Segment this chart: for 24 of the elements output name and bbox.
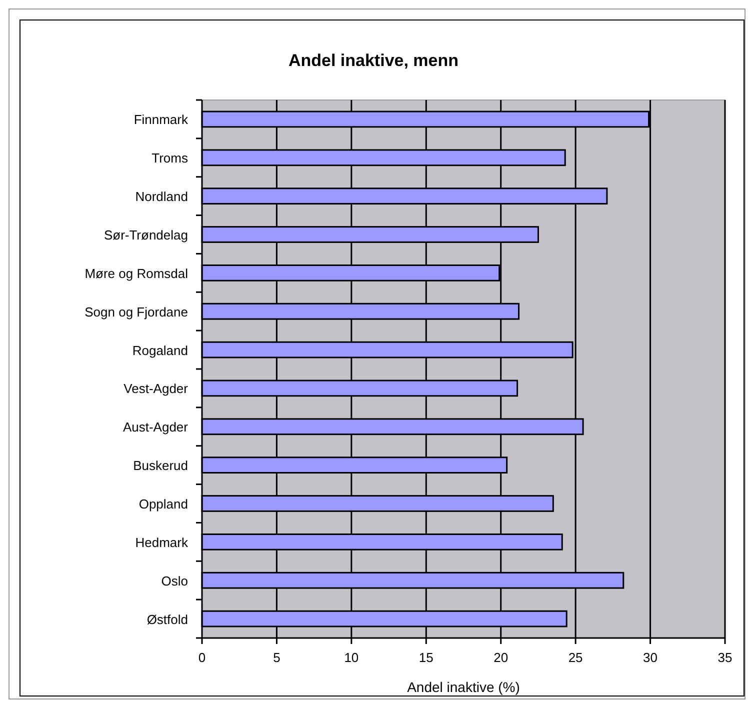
x-axis-title: Andel inaktive (%) <box>407 679 520 695</box>
y-tick-label: Østfold <box>146 612 188 627</box>
y-tick-label: Møre og Romsdal <box>84 266 188 281</box>
x-tick-label: 20 <box>494 650 508 665</box>
y-tick-label: Oppland <box>138 496 188 512</box>
y-tick-label: Nordland <box>135 189 188 204</box>
y-tick-label: Vest-Agder <box>124 381 189 396</box>
y-tick-label: Troms <box>152 150 188 166</box>
y-tick-label: Aust-Agder <box>122 420 189 435</box>
chart-title: Andel inaktive, menn <box>288 51 459 70</box>
y-tick-label: Buskerud <box>133 458 188 474</box>
y-tick-label: Sør-Trøndelag <box>104 228 188 242</box>
y-tick-label: Finnmark <box>134 112 188 128</box>
x-tick-label: 30 <box>643 650 658 665</box>
y-tick-label: Rogaland <box>132 342 188 358</box>
y-tick-label: Oslo <box>161 573 188 588</box>
x-tick-label: 0 <box>198 650 206 665</box>
x-tick-label: 10 <box>344 650 359 665</box>
x-tick-label: 15 <box>418 650 434 665</box>
x-tick-label: 25 <box>568 650 583 665</box>
y-tick-label: Hedmark <box>135 534 188 550</box>
y-tick-label: Sogn og Fjordane <box>84 304 188 320</box>
x-tick-label: 35 <box>718 650 732 665</box>
x-tick-label: 5 <box>273 650 280 665</box>
